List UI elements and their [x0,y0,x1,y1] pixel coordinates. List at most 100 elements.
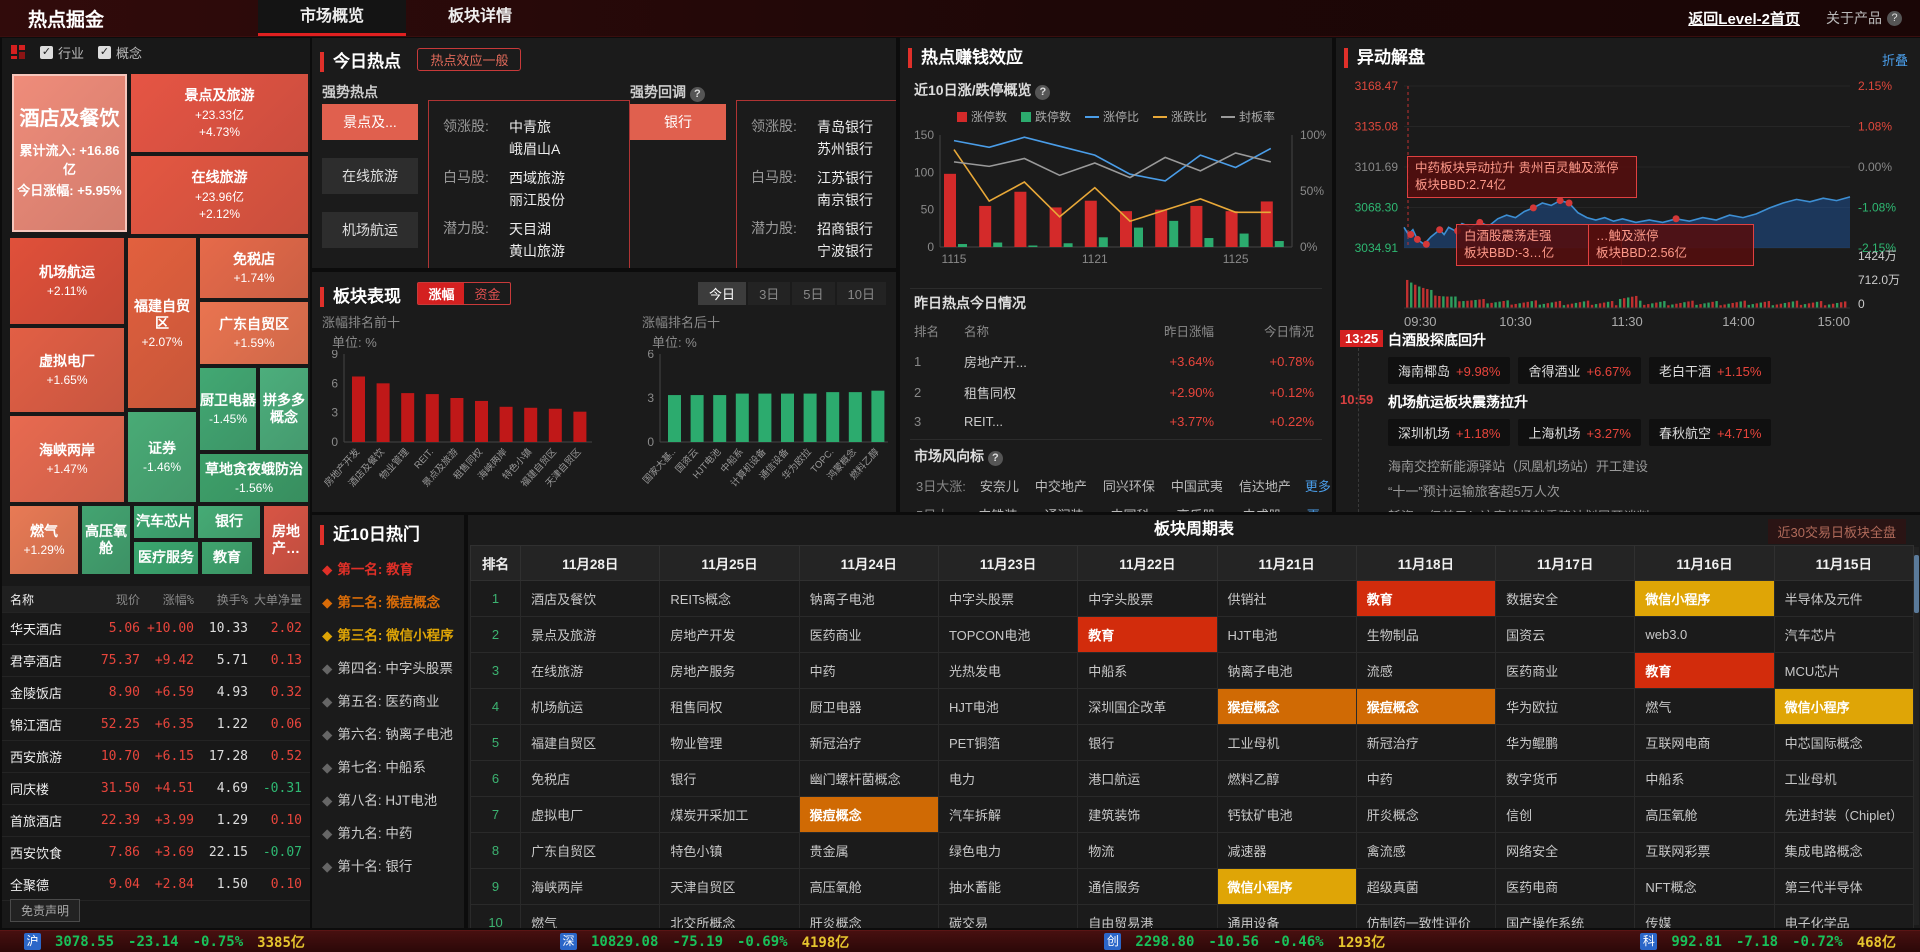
cycle-cell[interactable]: 海峡两岸 [520,868,661,905]
cycle-cell[interactable]: HJT电池 [1216,616,1357,653]
detail-stock[interactable]: 天目湖 [509,221,551,237]
treemap-block[interactable]: 银行 [198,506,260,538]
cycle-cell[interactable]: web3.0 [1634,616,1775,653]
cycle-cell[interactable]: 高压氧舱 [798,868,939,905]
detail-stock[interactable]: 苏州银行 [817,141,873,157]
cycle-cell[interactable]: 碳交易 [937,904,1079,928]
pullback-help-icon[interactable]: ? [689,87,705,102]
detail-stock[interactable]: 黄山旅游 [509,243,565,259]
top10-item[interactable]: ◆ 第三名: 微信小程序 [322,624,464,644]
vane-stock[interactable]: 高乐股份 [1177,505,1227,512]
collapse-link[interactable]: 折叠 [1881,53,1908,68]
cycle-col-header[interactable]: 11月23日 [937,545,1079,581]
event-tooltip[interactable]: 中药板块异动拉升 贵州百灵触及涨停 板块BBD:2.74亿 [1407,156,1637,198]
stock-row[interactable]: 华天酒店 5.06 +10.00 10.33 2.02 [2,613,310,645]
cycle-cell[interactable]: 华为欧拉 [1495,688,1636,725]
cycle-cell[interactable]: 猴痘概念 [1216,688,1357,725]
cycle-cell[interactable]: HJT电池 [937,688,1079,725]
treemap-block[interactable]: 在线旅游 +23.96亿 +2.12% [131,156,308,234]
filter-concept-checkbox[interactable]: ✓ 概念 [98,45,143,61]
cycle-cell[interactable]: 物业管理 [659,724,800,761]
filter-industry-checkbox[interactable]: ✓ 行业 [40,45,85,61]
cycle-cell[interactable]: 供销社 [1216,580,1357,617]
cycle-cell[interactable]: 流感 [1355,652,1497,689]
cycle-cell[interactable]: 幽门螺杆菌概念 [798,760,939,797]
legend-涨停数[interactable]: 涨停数 [956,108,1007,125]
cycle-col-header[interactable]: 11月25日 [659,545,800,581]
stock-chip[interactable]: 老白干酒 +1.15% [1648,357,1772,384]
cycle-cell[interactable]: 北交所概念 [659,904,800,928]
cycle-cell[interactable]: 第三代半导体 [1773,868,1915,905]
about-product[interactable]: 关于产品? [1826,8,1902,28]
event-tooltip[interactable]: …触及涨停 板块BBD:2.56亿 [1588,224,1754,266]
treemap-block[interactable]: 教育 [202,542,252,574]
top10-item[interactable]: ◆ 第九名: 中药 [322,822,464,842]
cycle-cell[interactable]: 钠离子电池 [1216,652,1357,689]
help-icon[interactable]: ? [1887,10,1902,26]
cycle-cell[interactable]: 数字货币 [1495,760,1636,797]
detail-stock[interactable]: 峨眉山A [509,141,561,157]
cycle-cell[interactable]: 燃气 [1634,688,1775,725]
legend-涨停比[interactable]: 涨停比 [1084,108,1139,125]
cycle-cell[interactable]: 仿制药一致性评价 [1355,904,1497,928]
treemap-block[interactable]: 房地产… [264,506,308,574]
vane-stock[interactable]: 中铁装配 [978,505,1028,512]
cycle-cell[interactable]: 禽流感 [1355,832,1497,869]
stock-row[interactable]: 同庆楼 31.50 +4.51 4.69 -0.31 [2,773,310,805]
cycle-cell[interactable]: 中船系 [1077,652,1218,689]
cycle-cell[interactable]: 工业母机 [1773,760,1915,797]
treemap-block[interactable]: 酒店及餐饮 累计流入: +16.86亿 今日涨幅: +5.95% [12,74,127,232]
top10-item[interactable]: ◆ 第五名: 医药商业 [322,690,464,710]
cycle-cell[interactable]: 微信小程序 [1216,868,1357,905]
cycle-col-header[interactable]: 11月24日 [798,545,939,581]
cycle-cell[interactable]: 先进封装（Chiplet） [1773,796,1915,833]
top10-item[interactable]: ◆ 第六名: 钠离子电池 [322,723,464,743]
cycle-cell[interactable]: 超级真菌 [1355,868,1497,905]
cycle-cell[interactable]: 钠离子电池 [798,580,939,617]
cycle-cell[interactable]: 猴痘概念 [798,796,939,833]
stock-row[interactable]: 首旅酒店 22.39 +3.99 1.29 0.10 [2,805,310,837]
cycle-cell[interactable]: 电力 [937,760,1079,797]
vane-stock[interactable]: 安奈儿 [979,479,1019,494]
cycle-cell[interactable]: 光热发电 [937,652,1079,689]
cycle-cell[interactable]: 电子化学品 [1773,904,1915,928]
cycle-col-header[interactable]: 11月21日 [1216,545,1357,581]
cycle-cell[interactable]: 物流 [1077,832,1218,869]
cycle-cell[interactable]: 生物制品 [1355,616,1497,653]
cycle-cell[interactable]: 互联网电商 [1634,724,1775,761]
cycle-cell[interactable]: 中字头股票 [937,580,1079,617]
legend-涨跌比[interactable]: 涨跌比 [1153,108,1207,125]
cycle-cell[interactable]: 房地产开发 [659,616,800,653]
cycle-cell[interactable]: 医药电商 [1495,868,1636,905]
detail-stock[interactable]: 丽江股份 [509,192,565,208]
top10-item[interactable]: ◆ 第八名: HJT电池 [322,789,464,809]
cycle-cell[interactable]: 微信小程序 [1773,688,1915,725]
vane-more-link[interactable]: 更多 [1304,479,1331,494]
period-tab-今日[interactable]: 今日 [698,282,747,305]
cycle-cell[interactable]: 机场航运 [520,688,661,725]
cycle-cell[interactable]: 中药 [1355,760,1497,797]
top10-item[interactable]: ◆ 第一名: 教育 [322,558,464,578]
legend-封板率[interactable]: 封板率 [1221,108,1275,125]
cycle-cell[interactable]: 燃气 [520,904,661,928]
detail-stock[interactable]: 青岛银行 [817,119,873,135]
stock-row[interactable]: 全聚德 9.04 +2.84 1.50 0.10 [2,869,310,901]
cycle-cell[interactable]: 减速器 [1216,832,1357,869]
detail-stock[interactable]: 南京银行 [817,192,873,208]
detail-stock[interactable]: 招商银行 [817,221,873,237]
cycle-col-header[interactable]: 排名 [469,545,522,581]
treemap-block[interactable]: 景点及旅游 +23.33亿 +4.73% [131,74,308,152]
detail-stock[interactable]: 江苏银行 [817,170,873,186]
cycle-cell[interactable]: 银行 [659,760,800,797]
treemap-block[interactable]: 免税店 +1.74% [200,238,308,298]
cycle-cell[interactable]: 景点及旅游 [520,616,661,653]
cycle-cell[interactable]: 医药商业 [798,616,939,653]
treemap-block[interactable]: 证券 -1.46% [128,412,196,502]
cycle-cell[interactable]: 通用设备 [1216,904,1357,928]
stock-chip[interactable]: 深圳机场 +1.18% [1388,419,1511,446]
vane-stock[interactable]: 中交地产 [1034,479,1087,494]
toggle-gain[interactable]: 涨幅 [418,283,465,304]
cycle-scrollbar-thumb[interactable] [1914,555,1919,613]
hotspot-sector-button[interactable]: 银行 [630,104,726,140]
treemap-block[interactable]: 海峡两岸 +1.47% [10,416,124,502]
